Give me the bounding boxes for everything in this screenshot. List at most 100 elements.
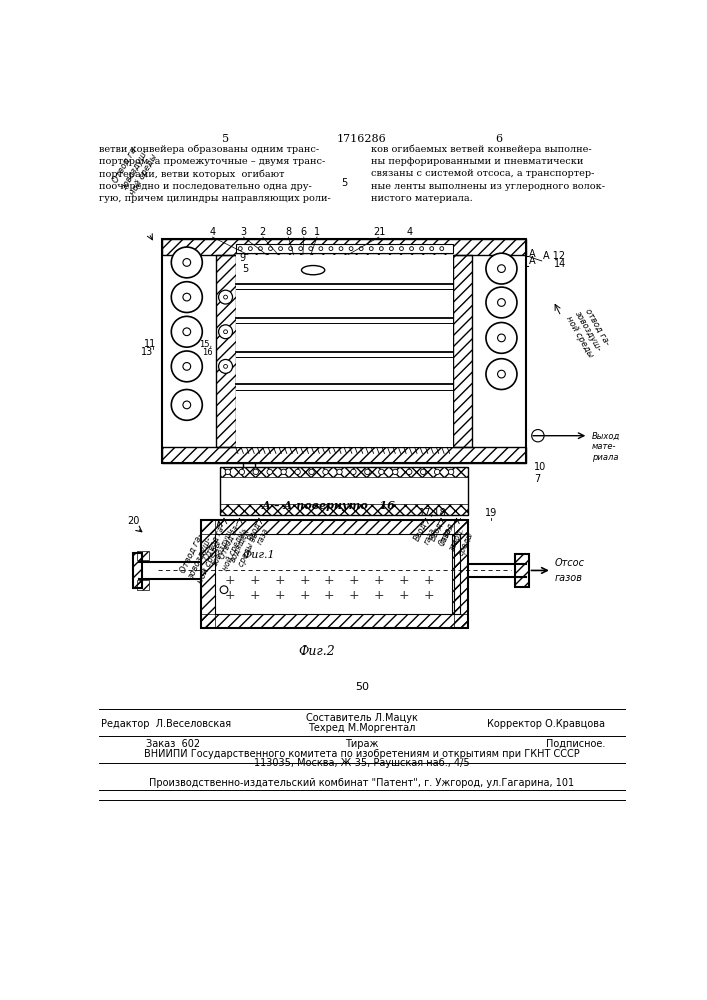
Circle shape [299,247,303,251]
Text: Заказ  602: Заказ 602 [146,739,201,749]
Text: 1: 1 [314,227,320,237]
Text: 4: 4 [209,227,216,237]
Circle shape [421,469,426,475]
Bar [235,244,452,253]
Bar [220,466,468,515]
Circle shape [420,247,423,251]
Text: Отвод за-
водящей
среды за: Отвод за- водящей среды за [218,521,261,569]
Circle shape [359,247,363,251]
Text: Отвод га-
зовоздуш-
ной среды: Отвод га- зовоздуш- ной среды [201,521,247,572]
Text: Подписное.: Подписное. [546,739,605,749]
Text: Ввод
газа: Ввод газа [413,521,438,547]
Circle shape [171,390,202,420]
Circle shape [253,469,259,475]
Bar [201,520,215,628]
Circle shape [365,469,370,475]
Circle shape [171,316,202,347]
Circle shape [486,359,517,389]
Text: 9: 9 [240,253,245,263]
Text: 17,18: 17,18 [419,508,447,518]
Text: +: + [399,574,409,587]
Circle shape [295,469,300,475]
Text: 10: 10 [534,462,547,472]
Text: отвод га-
зовоздуш-
ной среды: отвод га- зовоздуш- ной среды [563,304,613,359]
Text: +: + [349,589,360,602]
Text: 21: 21 [373,227,385,237]
Text: ветви конвейера образованы одним транс-
портером, а промежуточные – двумя транс-: ветви конвейера образованы одним транс- … [99,145,331,203]
Circle shape [218,359,233,373]
Bar [162,447,526,463]
Bar [132,553,142,588]
Circle shape [319,247,323,251]
Circle shape [380,247,383,251]
Circle shape [379,469,384,475]
Text: ков огибаемых ветвей конвейера выполне-
ны перфорированными и пневматически
связ: ков огибаемых ветвей конвейера выполне- … [371,145,605,203]
Text: 2: 2 [259,227,266,237]
Bar [235,255,452,447]
Text: +: + [250,574,260,587]
Text: Корректор О.Кравцова: Корректор О.Кравцова [486,719,604,729]
Text: Отвод
завод.
среды: Отвод завод. среды [438,521,475,557]
Circle shape [220,586,228,594]
Text: +: + [423,574,434,587]
Circle shape [434,469,440,475]
Text: A: A [529,249,535,259]
Text: 20: 20 [127,516,139,526]
Circle shape [269,247,272,251]
Circle shape [498,370,506,378]
Circle shape [339,247,343,251]
Circle shape [281,469,286,475]
Text: А – А повернуто   16: А – А повернуто 16 [262,500,395,511]
Text: +: + [250,589,260,602]
Text: Производственно-издательский комбинат "Патент", г. Ужгород, ул.Гагарина, 101: Производственно-издательский комбинат "П… [149,778,575,788]
Text: +: + [225,574,235,587]
Circle shape [248,247,252,251]
Text: Фиг.2: Фиг.2 [298,645,335,658]
Circle shape [498,265,506,272]
Text: Отвод га-
зовоздуш-
ной среды: Отвод га- зовоздуш- ной среды [110,142,159,197]
Circle shape [279,247,283,251]
Text: +: + [324,589,334,602]
Circle shape [430,247,433,251]
Circle shape [171,247,202,278]
Text: 50: 50 [355,682,369,692]
Text: Ввод
газа: Ввод газа [428,521,454,547]
Circle shape [399,247,404,251]
Circle shape [349,247,353,251]
Circle shape [183,259,191,266]
Bar [162,239,526,255]
Text: 11: 11 [144,339,156,349]
Circle shape [407,469,412,475]
Text: 14: 14 [554,259,566,269]
Circle shape [183,328,191,336]
Text: 3: 3 [240,227,247,237]
Text: 6: 6 [496,134,503,144]
Text: Техред М.Моргентал: Техред М.Моргентал [308,723,416,733]
Text: +: + [274,574,285,587]
Text: +: + [299,589,310,602]
Circle shape [223,364,228,368]
Circle shape [267,469,272,475]
Text: 5: 5 [341,178,347,188]
Circle shape [498,334,506,342]
Circle shape [486,287,517,318]
Circle shape [225,469,230,475]
Circle shape [323,469,328,475]
Text: Отсос: Отсос [555,558,585,568]
Text: Составитель Л.Мацук: Составитель Л.Мацук [306,713,418,723]
Text: 19: 19 [485,508,498,518]
Circle shape [309,247,312,251]
Circle shape [239,469,245,475]
Bar [201,520,468,628]
Bar [137,551,149,560]
Bar [515,554,529,587]
Text: Редактор  Л.Веселовская: Редактор Л.Веселовская [101,719,231,729]
Circle shape [218,290,233,304]
Circle shape [532,430,544,442]
Text: A: A [529,256,535,266]
Circle shape [183,293,191,301]
Circle shape [409,247,414,251]
Circle shape [448,469,454,475]
Text: 1716286: 1716286 [337,134,387,144]
Text: 6: 6 [300,227,307,237]
